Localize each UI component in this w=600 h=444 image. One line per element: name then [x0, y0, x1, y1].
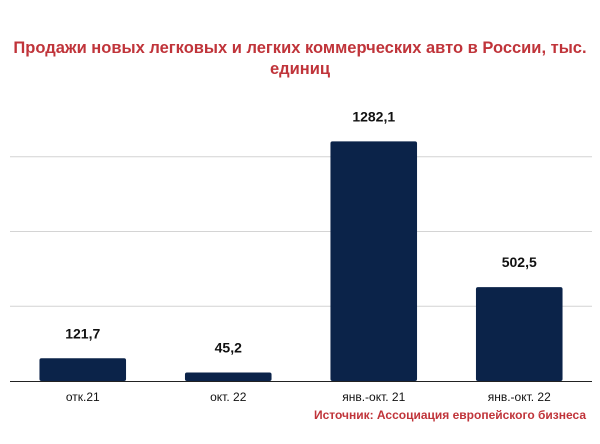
bar-3	[330, 141, 418, 381]
data-label-1: 121,7	[65, 325, 100, 341]
chart-title-line-2: единиц	[269, 60, 331, 78]
gridlines	[10, 156, 592, 307]
bar-2	[184, 372, 272, 381]
x-tick-label-1: отк.21	[66, 390, 100, 404]
bars	[39, 141, 563, 381]
data-label-4: 502,5	[502, 254, 537, 270]
data-label-3: 1282,1	[352, 108, 395, 124]
data-labels: 121,7 45,2 1282,1 502,5	[65, 108, 537, 355]
x-tick-label-2: окт. 22	[210, 390, 247, 404]
bar-1	[39, 358, 127, 381]
bar-4	[475, 287, 563, 381]
data-label-2: 45,2	[215, 340, 242, 356]
x-tick-label-3: янв.-окт. 21	[342, 390, 405, 404]
chart-title-line-1: Продажи новых легковых и легких коммерче…	[13, 39, 587, 57]
source-note: Источник: Ассоциация европейского бизнес…	[313, 408, 586, 422]
x-tick-label-4: янв.-окт. 22	[488, 390, 551, 404]
x-tick-labels: отк.21 окт. 22 янв.-окт. 21 янв.-окт. 22	[66, 390, 551, 404]
chart-title: Продажи новых легковых и легких коммерче…	[0, 38, 600, 80]
